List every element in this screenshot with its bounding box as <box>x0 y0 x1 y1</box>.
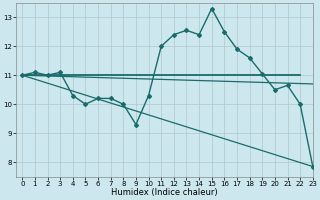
X-axis label: Humidex (Indice chaleur): Humidex (Indice chaleur) <box>111 188 218 197</box>
